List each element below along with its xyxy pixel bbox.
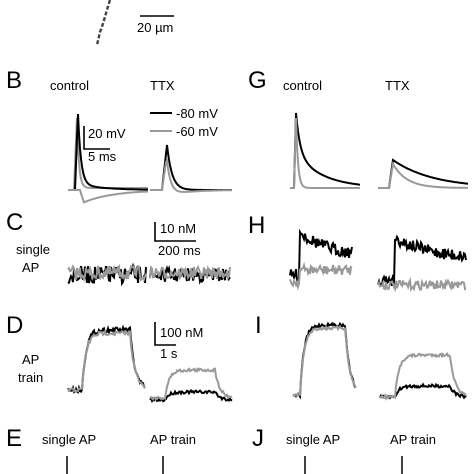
condition: control: [50, 78, 89, 93]
condition: control: [283, 78, 322, 93]
condition: AP train: [390, 432, 436, 447]
legend-label: -80 mV: [176, 106, 218, 121]
scale-bar: [154, 222, 196, 242]
trace: [290, 112, 361, 189]
condition: single AP: [286, 432, 340, 447]
trace: [68, 113, 148, 191]
trace: [379, 351, 467, 401]
trace: [149, 388, 233, 404]
row-label: single: [16, 242, 50, 257]
scale-bar: [154, 322, 176, 346]
scale-label: 20 µm: [137, 20, 173, 35]
scale-label: 200 ms: [158, 243, 201, 258]
trace: [377, 234, 467, 288]
trace: [150, 158, 232, 194]
row-label: AP: [22, 260, 39, 275]
condition: TTX: [385, 78, 410, 93]
trace: [67, 263, 147, 283]
trace: [67, 328, 146, 394]
trace: [68, 189, 148, 204]
trace: [378, 158, 469, 189]
condition: TTX: [150, 78, 175, 93]
scale-bar: [83, 126, 110, 150]
condition: single AP: [42, 432, 96, 447]
scale-label: 10 nM: [160, 221, 196, 236]
panel-label: G: [248, 67, 267, 94]
scale-label: 20 mV: [88, 126, 126, 141]
legend-label: -60 mV: [176, 124, 218, 139]
condition: AP train: [150, 432, 196, 447]
panel-label: E: [6, 425, 22, 452]
neurite: [95, 0, 112, 46]
trace: [378, 161, 468, 189]
row-label: train: [18, 370, 43, 385]
trace: [377, 276, 467, 293]
panel-label: B: [6, 67, 22, 94]
scale-label: 100 nM: [160, 325, 203, 340]
panel-label: J: [252, 425, 264, 452]
panel-label: C: [6, 209, 23, 236]
trace: [289, 261, 353, 291]
scale-label: 5 ms: [88, 149, 117, 164]
panel-label: D: [6, 312, 23, 339]
trace: [149, 264, 231, 281]
panel-label: I: [255, 312, 262, 339]
panel-label: H: [248, 212, 265, 239]
row-label: AP: [22, 352, 39, 367]
scale-label: 1 s: [160, 346, 178, 361]
trace: [149, 366, 233, 401]
trace: [289, 228, 353, 283]
trace: [290, 117, 360, 189]
trace: [292, 324, 357, 397]
